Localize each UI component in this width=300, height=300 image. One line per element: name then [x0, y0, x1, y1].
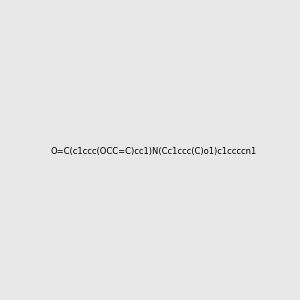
- Text: O=C(c1ccc(OCC=C)cc1)N(Cc1ccc(C)o1)c1ccccn1: O=C(c1ccc(OCC=C)cc1)N(Cc1ccc(C)o1)c1cccc…: [51, 147, 257, 156]
